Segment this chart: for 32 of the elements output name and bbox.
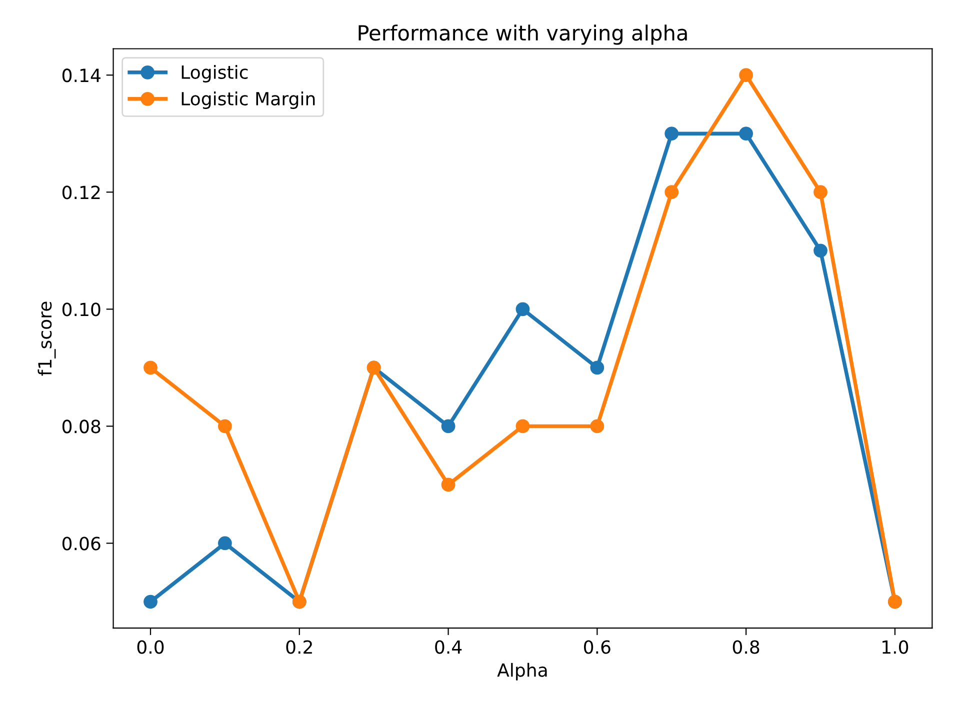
point: [144, 360, 158, 375]
point: [739, 126, 753, 141]
point: [441, 478, 456, 492]
point: [664, 126, 679, 141]
x-tick-label: 0.6: [584, 640, 610, 654]
y-tick-label: 0.08: [62, 420, 100, 434]
x-tick-label: 0.8: [732, 640, 760, 654]
point: [144, 594, 158, 609]
point: [814, 244, 828, 258]
x-axis-title: Alpha: [497, 662, 547, 680]
point: [739, 68, 753, 82]
y-tick-label: 0.12: [62, 186, 100, 200]
legend-label: Logistic: [182, 65, 248, 82]
x-tick-label: 0.0: [137, 640, 164, 654]
point: [664, 185, 679, 200]
point: [218, 419, 232, 434]
y-axis-title: f1_score: [38, 302, 56, 376]
point: [814, 185, 828, 200]
point: [441, 419, 456, 434]
y-tick-label: 0.10: [62, 302, 100, 316]
chart-title: Performance with varying alpha: [358, 24, 687, 45]
x-tick-label: 0.2: [286, 640, 312, 654]
x-tick-label: 1.0: [882, 640, 908, 654]
x-tick-label: 0.4: [435, 640, 462, 654]
point: [516, 302, 530, 316]
point: [590, 419, 604, 434]
point: [590, 360, 604, 375]
legend-label: Logistic Margin: [182, 92, 315, 109]
point: [516, 419, 530, 434]
y-tick-label: 0.14: [62, 68, 100, 82]
point: [218, 536, 232, 550]
y-tick-label: 0.06: [62, 536, 100, 550]
